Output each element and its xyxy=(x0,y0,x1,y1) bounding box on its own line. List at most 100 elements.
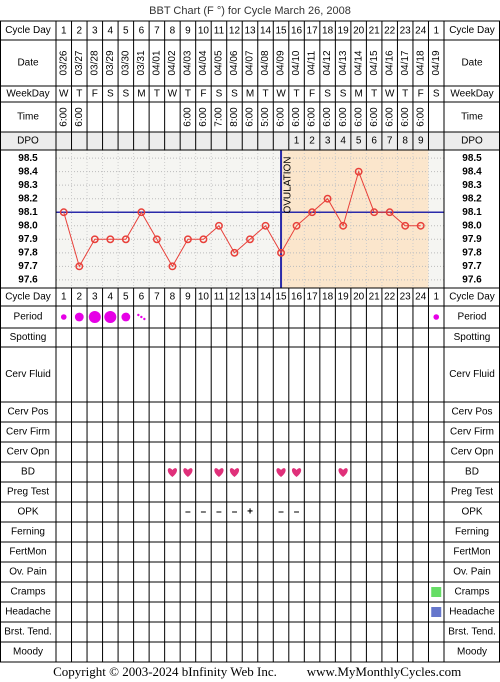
weekday: T xyxy=(154,89,160,100)
period-dot xyxy=(137,313,140,317)
weekday: S xyxy=(340,89,347,100)
dpo: 3 xyxy=(325,136,331,147)
time: 6:00 xyxy=(307,107,318,127)
row-label: Headache xyxy=(449,607,495,618)
dpo: 4 xyxy=(340,136,346,147)
weekday: W xyxy=(59,89,69,100)
symptom-mark xyxy=(431,587,442,597)
temperature-point xyxy=(292,221,301,230)
weekday: M xyxy=(246,89,254,100)
cycle-day: 19 xyxy=(338,26,350,37)
weekday: S xyxy=(231,89,238,100)
y-tick-label: 98.3 xyxy=(462,180,482,191)
cycle-day: 11 xyxy=(214,26,225,37)
date: 03/31 xyxy=(136,50,147,75)
y-tick-label: 98.1 xyxy=(18,207,38,218)
cycle-day: 10 xyxy=(198,292,210,303)
weekday: F xyxy=(309,89,315,100)
weekday: W xyxy=(276,89,286,100)
y-tick-label: 97.8 xyxy=(18,247,38,258)
cycle-day: 22 xyxy=(384,292,396,303)
temperature-point xyxy=(59,208,68,217)
temperature-point xyxy=(339,221,348,230)
date: 04/18 xyxy=(415,50,426,75)
temperature-point xyxy=(261,221,270,230)
cycle-day: 6 xyxy=(139,292,145,303)
row-label: Brst. Tend. xyxy=(4,627,52,638)
dpo: 2 xyxy=(309,136,315,147)
row-label: Period xyxy=(14,312,43,323)
cycle-day: 9 xyxy=(185,26,191,37)
cycle-day: 1 xyxy=(433,292,439,303)
time: 6:00 xyxy=(74,107,85,127)
copyright: Copyright © 2003-2024 bInfinity Web Inc. xyxy=(53,664,277,679)
time: 6:00 xyxy=(276,107,287,127)
cycle-day: 13 xyxy=(244,26,256,37)
row-label: Cerv Opn xyxy=(7,447,50,458)
opk-result: – xyxy=(278,507,284,518)
temperature-point xyxy=(385,208,394,217)
row-label: DPO xyxy=(17,136,39,147)
cycle-day: 22 xyxy=(384,26,396,37)
row-label: Cerv Firm xyxy=(6,427,50,438)
opk-result: – xyxy=(232,507,238,518)
bd-heart xyxy=(214,468,224,477)
date: 04/09 xyxy=(276,50,287,75)
date: 04/12 xyxy=(322,50,333,75)
row-label: Preg Test xyxy=(7,487,49,498)
date: 04/08 xyxy=(260,50,271,75)
temperature-point xyxy=(370,208,379,217)
row-label: Ferning xyxy=(11,527,45,538)
y-tick-label: 98.0 xyxy=(18,220,38,231)
row-label: Period xyxy=(458,312,487,323)
weekday: M xyxy=(137,89,145,100)
date: 04/19 xyxy=(431,50,442,75)
row-label: Ov. Pain xyxy=(9,567,47,578)
dpo: 1 xyxy=(294,136,300,147)
weekday: T xyxy=(262,89,268,100)
y-tick-label: 98.3 xyxy=(18,180,38,191)
row-label: Headache xyxy=(5,607,51,618)
row-label: Cerv Pos xyxy=(451,407,492,418)
date: 04/06 xyxy=(229,50,240,75)
time: 6:00 xyxy=(338,107,349,127)
y-tick-label: 97.8 xyxy=(462,247,482,258)
row-label: FertMon xyxy=(453,547,490,558)
y-tick-label: 97.7 xyxy=(18,261,38,272)
cycle-day: 20 xyxy=(353,26,365,37)
dpo-row-bg xyxy=(0,132,500,150)
cycle-day: 1 xyxy=(433,26,439,37)
temperature-point xyxy=(199,235,208,244)
time: 5:00 xyxy=(260,107,271,127)
weekday: S xyxy=(324,89,331,100)
temperature-point xyxy=(90,235,99,244)
cycle-day: 18 xyxy=(322,292,334,303)
cycle-day: 21 xyxy=(369,292,381,303)
weekday: S xyxy=(123,89,130,100)
dpo: 8 xyxy=(402,136,408,147)
date: 04/07 xyxy=(245,50,256,75)
cycle-day: 18 xyxy=(322,26,334,37)
cycle-day: 24 xyxy=(415,26,427,37)
period-dot xyxy=(143,317,146,321)
row-label: BD xyxy=(465,467,479,478)
dpo: 6 xyxy=(371,136,377,147)
cycle-day: 17 xyxy=(307,292,319,303)
time: 6:00 xyxy=(369,107,380,127)
cycle-day: 17 xyxy=(307,26,319,37)
temperature-point xyxy=(323,194,332,203)
symptom-mark xyxy=(431,607,442,617)
date: 04/15 xyxy=(369,50,380,75)
row-label: Time xyxy=(461,112,483,123)
time: 6:00 xyxy=(58,107,69,127)
temperature-point xyxy=(308,208,317,217)
temperature-point xyxy=(121,235,130,244)
cycle-day: 23 xyxy=(400,292,412,303)
temperature-point xyxy=(401,221,410,230)
bd-heart xyxy=(183,468,193,477)
cycle-day: 1 xyxy=(61,26,67,37)
row-label: Cerv Firm xyxy=(450,427,494,438)
date: 04/13 xyxy=(338,50,349,75)
y-tick-label: 97.9 xyxy=(462,234,482,245)
